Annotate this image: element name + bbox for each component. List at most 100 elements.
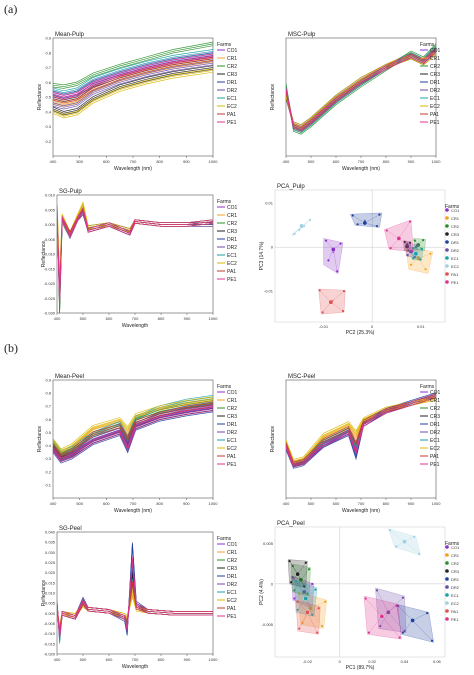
centroid-dr1 — [410, 618, 416, 623]
y-tick-label: 0.000 — [45, 611, 56, 616]
hull-ec2 — [291, 218, 312, 237]
series-line-cr3 — [53, 68, 213, 116]
x-axis-label: Wavelength (nm) — [114, 166, 152, 172]
legend-label-pa1: PA1 — [227, 606, 236, 612]
spoke-dr2 — [388, 612, 405, 632]
series-line-cr2 — [53, 45, 213, 89]
legend-label-cr1: CR1 — [430, 398, 440, 404]
x-tick-label: 0 — [339, 659, 342, 664]
legend-label-cr2: CR2 — [430, 406, 440, 412]
legend-title: Farms — [217, 536, 232, 542]
y-tick-label: 0.010 — [45, 591, 56, 596]
x-tick-label: 800 — [158, 657, 165, 662]
x-tick-label: 400 — [50, 159, 57, 164]
legend-swatch-co1 — [445, 208, 449, 212]
legend-label-dr2: DR2 — [451, 248, 460, 253]
series-line-ec2 — [53, 398, 213, 452]
point-ec2 — [298, 228, 301, 231]
legend-swatch-ec1 — [445, 593, 449, 597]
x-tick-label: 900 — [184, 316, 191, 321]
legend-label-pa1: PA1 — [451, 272, 459, 277]
legend-label-cr2: CR2 — [451, 561, 460, 566]
hull-co1 — [323, 238, 344, 274]
legend-swatch-pe1 — [445, 617, 449, 621]
y-axis-label: PC2 (4.4%) — [259, 579, 265, 605]
legend-title: Farms — [217, 384, 232, 390]
y-tick-label: 0.8 — [45, 50, 51, 55]
legend-label-co1: CO1 — [451, 545, 460, 550]
msc-peel-chart: MSC-Peel 400 500 600 700 800 900 1000 Wavelength… — [268, 370, 468, 518]
y-tick-label: 0.2 — [45, 139, 51, 144]
spoke-ec1 — [305, 598, 313, 615]
legend-label-ec1: EC1 — [451, 256, 460, 261]
x-tick-label: 700 — [132, 657, 139, 662]
series-line-cr1 — [286, 49, 436, 131]
series-line-pe1 — [57, 556, 213, 636]
sg-pulp-chart: SG-Pulp 0.010 0.005 0.000 -0.005 -0.010 -0.015… — [35, 185, 245, 333]
x-axis-label: Wavelength (nm) — [342, 508, 380, 514]
series-line-ec2 — [286, 54, 436, 129]
y-tick-label: 0.005 — [45, 601, 56, 606]
series-line-pe1 — [286, 47, 436, 129]
x-axis-label: PC2 (25.3%) — [346, 330, 375, 336]
spoke-pa1 — [299, 612, 308, 629]
point-cr1 — [324, 600, 327, 603]
chart-title: Mean-Pulp — [55, 32, 85, 38]
pca-pulp-chart: PCA_Pulp -0.01 0 0.01 0.01 0 -0.01 PC2 (25.3%) P… — [255, 178, 470, 338]
legend-label-ec1: EC1 — [227, 253, 237, 259]
y-axis-label: PC3 (14.7%) — [259, 241, 265, 270]
legend-label-pe1: PE1 — [451, 280, 459, 285]
legend-label-ec1: EC1 — [227, 590, 237, 596]
x-tick-label: 500 — [80, 657, 87, 662]
legend-label-cr3: CR3 — [430, 414, 440, 420]
legend-swatch-ec2 — [445, 601, 449, 605]
spoke-ec1 — [295, 581, 306, 599]
series-line-ec2 — [286, 50, 436, 126]
legend-label-cr3: CR3 — [430, 72, 440, 78]
y-tick-label: -0.005 — [44, 237, 56, 242]
legend-swatch-cr2 — [445, 561, 449, 565]
y-tick-label: -0.015 — [44, 266, 56, 271]
legend-swatch-pa1 — [445, 609, 449, 613]
series-line-pe1 — [53, 406, 213, 459]
series-group — [53, 394, 213, 464]
y-axis-label: Reflectance — [37, 84, 43, 111]
x-tick-label: 500 — [76, 159, 83, 164]
legend-label-cr1: CR1 — [227, 550, 237, 556]
series-line-ec2 — [286, 396, 436, 460]
x-tick-label: 800 — [156, 501, 163, 506]
x-tick-label: 600 — [103, 501, 110, 506]
series-line-pa1 — [53, 404, 213, 457]
y-tick-label: 0.7 — [45, 65, 51, 70]
legend-label-co1: CO1 — [451, 208, 460, 213]
series-line-pe1 — [53, 57, 213, 100]
chart-title: MSC-Peel — [288, 374, 315, 380]
legend-label-ec1: EC1 — [451, 593, 460, 598]
legend-label-ec2: EC2 — [430, 104, 440, 110]
plot-frame — [274, 189, 446, 323]
hull-pa1 — [295, 599, 321, 635]
chart-title: PCA_Peel — [277, 521, 305, 527]
legend-swatch-pa1 — [445, 272, 449, 276]
spoke-dr2 — [376, 590, 389, 613]
x-tick-label: 500 — [308, 159, 315, 164]
series-line-co1 — [286, 49, 436, 130]
plot-frame — [274, 526, 446, 658]
y-tick-label: -0.01 — [264, 289, 274, 294]
x-tick-label: 700 — [132, 316, 139, 321]
series-line-dr2 — [57, 207, 213, 282]
series-line-pe1 — [286, 397, 436, 468]
x-tick-label: 900 — [408, 159, 415, 164]
x-axis-label: PC1 (89.7%) — [346, 665, 375, 671]
legend-label-dr2: DR2 — [227, 430, 237, 436]
legend-label-dr1: DR1 — [227, 574, 237, 580]
legend-label-ec2: EC2 — [451, 601, 460, 606]
legend-swatch-ec1 — [445, 256, 449, 260]
series-line-ec2 — [53, 68, 213, 115]
point-dr1 — [351, 214, 354, 217]
spoke-ec2 — [404, 541, 420, 554]
centroid-pa1 — [328, 299, 334, 305]
legend-title: Farms — [217, 42, 232, 48]
legend-label-pe1: PE1 — [451, 617, 459, 622]
point-ec1 — [412, 257, 415, 260]
